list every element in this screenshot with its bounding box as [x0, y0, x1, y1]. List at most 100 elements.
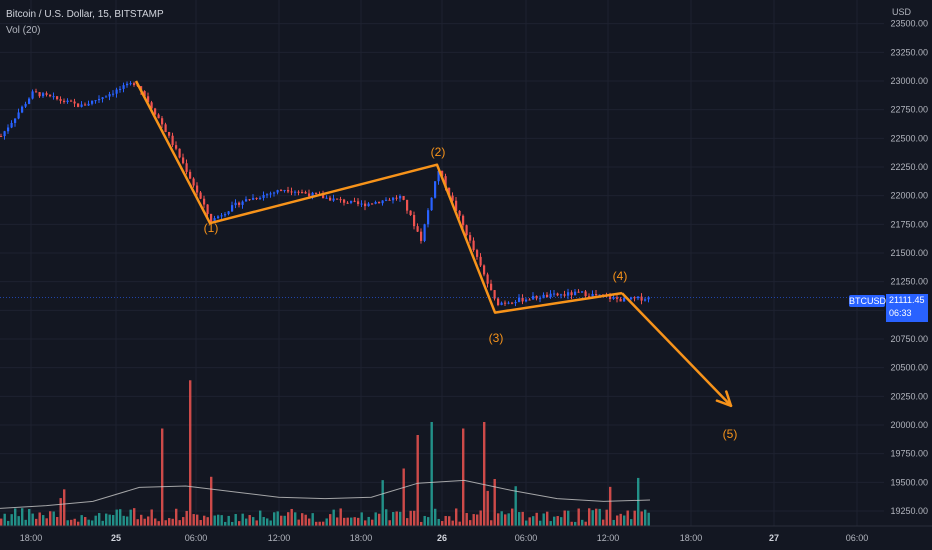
volume-ma-line	[0, 479, 651, 509]
candle-body	[598, 294, 601, 296]
time-tick-label: 06:00	[846, 533, 869, 543]
candle-body	[406, 199, 409, 211]
candle-body	[588, 296, 591, 298]
candle-body	[21, 106, 24, 113]
volume-bar	[378, 513, 381, 526]
volume-bar	[42, 515, 45, 526]
candle-body	[119, 88, 122, 90]
volume-bar	[220, 515, 223, 526]
candle-body	[332, 198, 335, 201]
candle-body	[304, 192, 307, 194]
candle-body	[126, 83, 129, 86]
volume-bar	[528, 517, 531, 526]
time-tick-label: 12:00	[268, 533, 291, 543]
volume-bar	[311, 513, 314, 526]
volume-bar	[112, 515, 115, 526]
volume-bar	[567, 510, 570, 526]
candle-body	[241, 201, 244, 205]
volume-bar	[238, 521, 241, 526]
candle-body	[623, 298, 626, 302]
time-tick-label: 26	[437, 533, 447, 543]
wave-label-4: (4)	[613, 269, 628, 283]
price-tick-label: 21750.00	[890, 219, 928, 229]
volume-bar	[409, 510, 412, 526]
volume-bar	[465, 513, 468, 526]
candle-body	[420, 231, 423, 241]
candle-body	[290, 191, 293, 193]
volume-bar	[367, 516, 370, 526]
wave-label-5: (5)	[723, 427, 738, 441]
volume-bar	[157, 521, 160, 526]
volume-bar	[287, 512, 290, 526]
volume-bar	[437, 518, 440, 526]
volume-bar	[420, 521, 423, 526]
volume-bar	[35, 518, 38, 526]
volume-bar	[591, 510, 594, 526]
candle-body	[577, 291, 580, 293]
candle-body	[504, 302, 507, 304]
volume-bar	[199, 520, 202, 526]
volume-bar	[602, 519, 605, 526]
volume-bar	[122, 515, 125, 526]
volume-bar	[280, 515, 283, 526]
wave-5-arrow-line	[621, 292, 732, 407]
candle-body	[7, 127, 10, 132]
candle-body	[343, 199, 346, 203]
candle-body	[73, 101, 76, 104]
candle-body	[490, 283, 493, 291]
candle-body	[91, 100, 94, 104]
candle-body	[483, 265, 486, 275]
volume-bar	[637, 477, 640, 526]
volume-bar	[63, 489, 66, 526]
volume-bar	[21, 508, 24, 526]
candle-body	[105, 96, 108, 98]
candle-body	[581, 291, 584, 293]
price-tick-label: 23250.00	[890, 47, 928, 57]
volume-bar	[283, 515, 286, 526]
candle-body	[385, 199, 388, 201]
candle-body	[441, 170, 444, 177]
volume-bar	[185, 510, 188, 526]
volume-bar	[203, 515, 206, 526]
volume-bar	[94, 515, 97, 526]
volume-bar	[350, 517, 353, 526]
price-tick-label: 20000.00	[890, 420, 928, 430]
candle-body	[308, 193, 311, 197]
candle-body	[280, 190, 283, 192]
volume-bar	[616, 515, 619, 526]
candle-body	[28, 98, 31, 104]
candle-body	[189, 171, 192, 179]
price-tick-label: 22750.00	[890, 105, 928, 115]
volume-bar	[77, 521, 80, 526]
candle-body	[448, 187, 451, 196]
volume-bar	[441, 521, 444, 526]
candle-body	[532, 295, 535, 300]
volume-bar	[462, 428, 465, 526]
wave-5-arrowhead	[715, 399, 733, 408]
volume-bar	[3, 513, 6, 526]
candle-body	[465, 225, 468, 236]
volume-bar	[584, 521, 587, 526]
candle-body	[546, 294, 549, 298]
candle-body	[553, 293, 556, 295]
volume-bar	[507, 513, 510, 526]
volume-bar	[168, 518, 171, 526]
candle-body	[63, 100, 66, 102]
time-tick-label: 18:00	[20, 533, 43, 543]
candle-body	[462, 215, 465, 226]
candle-body	[388, 199, 391, 201]
volume-bar	[546, 511, 549, 526]
candle-body	[3, 131, 6, 137]
candle-body	[640, 296, 643, 301]
candle-body	[259, 197, 262, 199]
candle-body	[360, 203, 363, 205]
volume-bar	[371, 519, 374, 526]
candle-body	[535, 295, 538, 299]
candle-body	[59, 99, 62, 101]
candle-body	[224, 214, 227, 216]
candle-body	[423, 224, 426, 241]
candle-body	[336, 198, 339, 200]
candle-body	[521, 297, 524, 302]
candle-body	[196, 185, 199, 193]
